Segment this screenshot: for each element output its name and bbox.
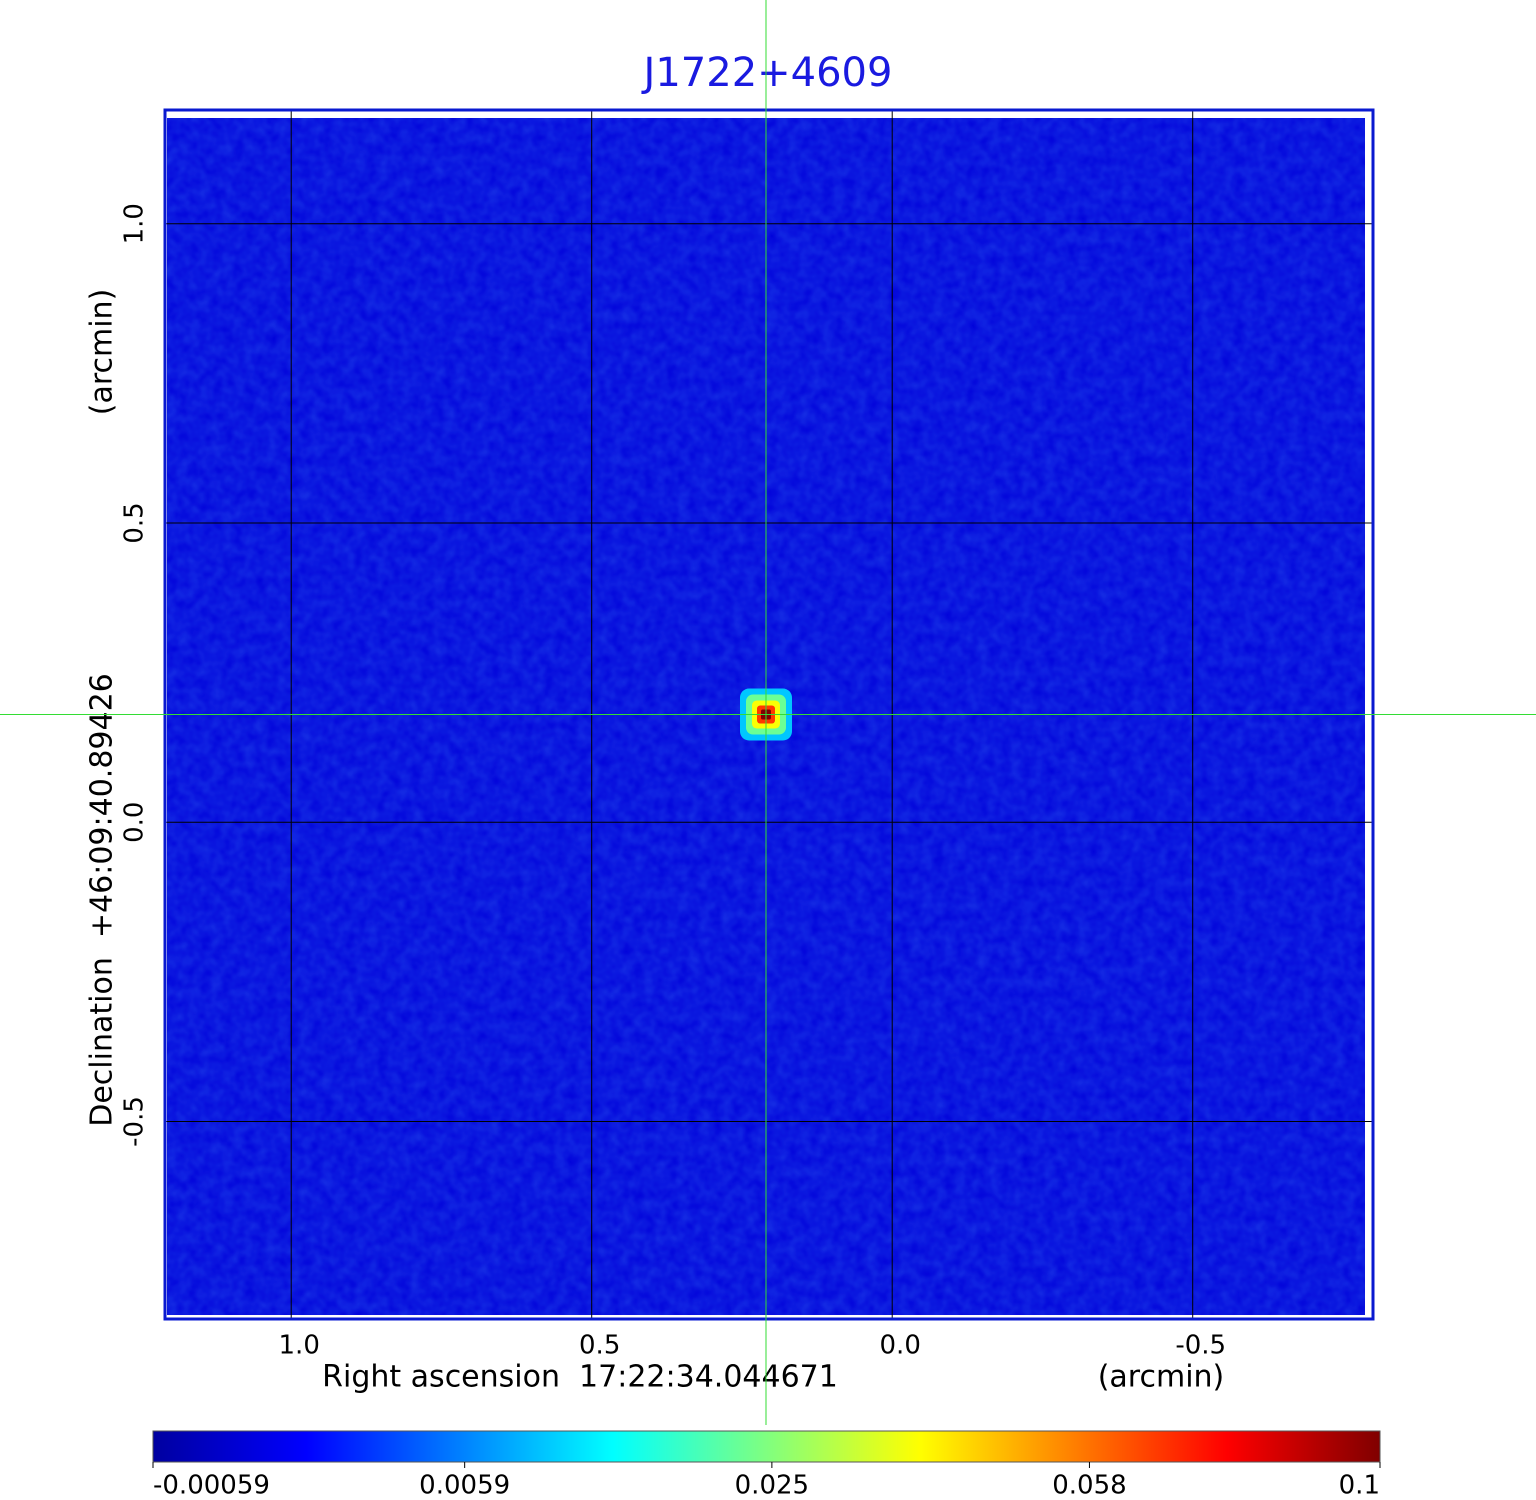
colorbar-tick-label: 0.025 xyxy=(735,1471,809,1500)
x-tick-label: -0.5 xyxy=(1175,1331,1226,1361)
colorbar-tick-label: 0.1 xyxy=(1339,1471,1380,1500)
x-tick-label: 0.5 xyxy=(579,1331,620,1361)
x-axis-label: Right ascension 17:22:34.044671 xyxy=(322,1360,838,1395)
colorbar-tick-label: -0.00059 xyxy=(153,1471,270,1500)
chart-title: J1722+4609 xyxy=(641,50,893,96)
y-tick-label: -0.5 xyxy=(120,1096,150,1147)
x-tick-label: 1.0 xyxy=(279,1331,320,1361)
y-tick-label: 1.0 xyxy=(120,203,150,244)
x-axis-unit: (arcmin) xyxy=(1098,1360,1225,1395)
x-tick-label: 0.0 xyxy=(880,1331,921,1361)
colorbar-tick-label: 0.058 xyxy=(1052,1471,1126,1500)
colorbar xyxy=(152,1430,1381,1463)
y-axis-label: Declination +46:09:40.89426 xyxy=(85,673,120,1127)
y-tick-label: 0.0 xyxy=(120,802,150,843)
colorbar-tick-label: 0.0059 xyxy=(419,1471,510,1500)
y-axis-unit: (arcmin) xyxy=(85,289,120,416)
y-tick-label: 0.5 xyxy=(120,502,150,543)
